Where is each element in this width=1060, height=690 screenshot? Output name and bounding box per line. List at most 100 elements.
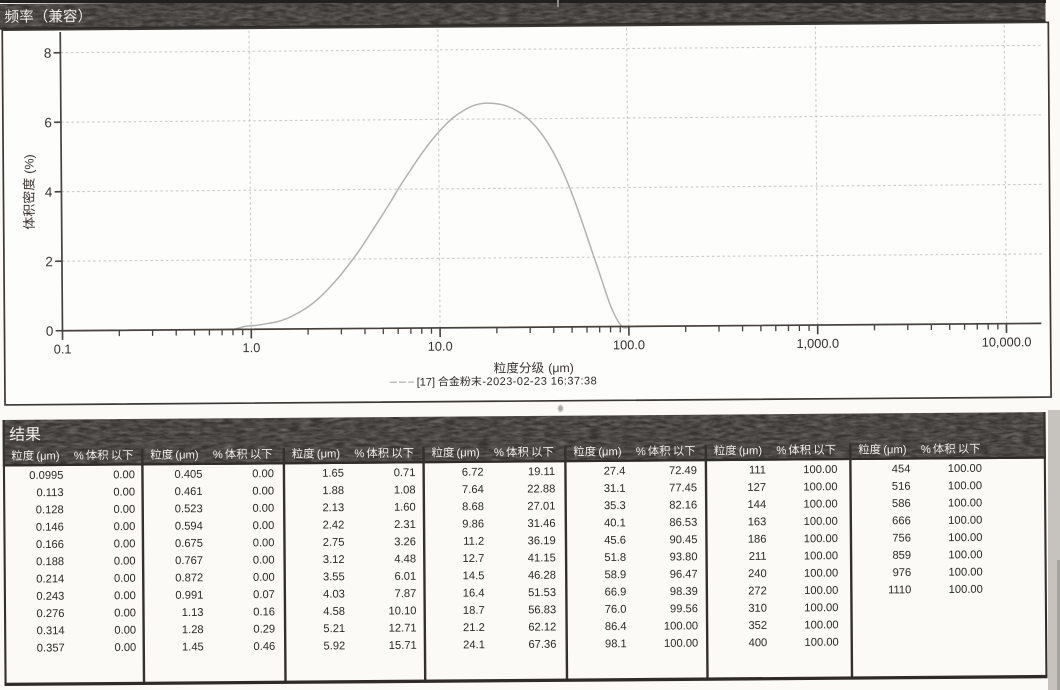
svg-text:0.314: 0.314 <box>37 625 65 637</box>
svg-text:(%): (%) <box>22 154 36 174</box>
svg-text:56.83: 56.83 <box>528 604 556 616</box>
svg-text:0.16: 0.16 <box>253 606 275 618</box>
svg-text:211: 211 <box>749 551 767 563</box>
svg-text:-2023-02-23 16:37:38: -2023-02-23 16:37:38 <box>482 375 597 388</box>
svg-text:(μm): (μm) <box>175 449 199 461</box>
svg-text:1.13: 1.13 <box>182 607 204 619</box>
svg-text:0.523: 0.523 <box>175 503 203 515</box>
svg-text:0.00: 0.00 <box>253 537 275 549</box>
svg-text:310: 310 <box>748 603 767 615</box>
svg-text:10,000.0: 10,000.0 <box>982 334 1032 349</box>
svg-text:1.28: 1.28 <box>182 624 204 636</box>
svg-text:9.86: 9.86 <box>462 518 484 530</box>
svg-text:976: 976 <box>893 567 912 579</box>
svg-text:0.71: 0.71 <box>394 467 416 479</box>
svg-text:0.1: 0.1 <box>54 341 72 356</box>
svg-text:18.7: 18.7 <box>463 605 485 617</box>
svg-text:86.53: 86.53 <box>669 517 697 529</box>
svg-text:352: 352 <box>748 620 767 632</box>
svg-text:0.166: 0.166 <box>36 539 64 551</box>
svg-text:1.65: 1.65 <box>322 468 344 480</box>
svg-text:0.243: 0.243 <box>36 591 64 603</box>
svg-text:100.00: 100.00 <box>948 463 982 475</box>
svg-text:%: % <box>213 449 223 461</box>
svg-text:24.1: 24.1 <box>463 639 485 651</box>
svg-text:0.00: 0.00 <box>114 607 136 619</box>
svg-text:0.991: 0.991 <box>175 590 203 602</box>
svg-text:2.75: 2.75 <box>323 537 345 549</box>
svg-text:100.00: 100.00 <box>803 498 837 510</box>
svg-text:1.88: 1.88 <box>322 485 344 497</box>
svg-text:516: 516 <box>892 481 911 493</box>
svg-text:%: % <box>494 447 504 459</box>
svg-text:400: 400 <box>749 637 768 649</box>
svg-text:45.6: 45.6 <box>604 535 626 547</box>
svg-text:0.461: 0.461 <box>175 486 203 498</box>
svg-text:163: 163 <box>748 516 767 528</box>
svg-text:67.36: 67.36 <box>528 639 556 651</box>
svg-text:0.675: 0.675 <box>175 538 203 550</box>
svg-text:77.45: 77.45 <box>669 482 697 494</box>
svg-text:8: 8 <box>44 46 52 61</box>
svg-text:1.45: 1.45 <box>182 641 204 653</box>
svg-text:127: 127 <box>747 482 766 494</box>
svg-text:0.276: 0.276 <box>36 608 64 620</box>
svg-text:100.00: 100.00 <box>804 637 838 649</box>
svg-text:[17]: [17] <box>417 377 435 389</box>
svg-text:100.00: 100.00 <box>948 566 982 578</box>
svg-text:100.00: 100.00 <box>948 532 982 544</box>
svg-text:0.46: 0.46 <box>253 641 275 653</box>
svg-text:756: 756 <box>892 532 911 544</box>
svg-text:2.31: 2.31 <box>394 519 416 531</box>
svg-text:21.2: 21.2 <box>463 622 485 634</box>
svg-text:(μm): (μm) <box>598 446 622 458</box>
svg-text:100.00: 100.00 <box>948 515 982 527</box>
svg-text:72.49: 72.49 <box>669 465 697 477</box>
svg-text:40.1: 40.1 <box>604 517 626 529</box>
svg-text:3.12: 3.12 <box>323 554 345 566</box>
svg-text:100.00: 100.00 <box>804 550 838 562</box>
svg-text:36.19: 36.19 <box>528 535 556 547</box>
svg-text:(μm): (μm) <box>36 450 60 462</box>
svg-text:100.00: 100.00 <box>948 480 982 492</box>
svg-text:1.08: 1.08 <box>394 484 416 496</box>
svg-text:144: 144 <box>747 499 766 511</box>
svg-text:%: % <box>636 446 646 458</box>
svg-text:99.56: 99.56 <box>670 603 698 615</box>
svg-text:12.71: 12.71 <box>389 622 417 634</box>
svg-text:1110: 1110 <box>888 584 911 596</box>
svg-text:4.03: 4.03 <box>323 588 345 600</box>
svg-text:100.00: 100.00 <box>804 619 838 631</box>
svg-text:0.405: 0.405 <box>174 469 202 481</box>
svg-text:98.39: 98.39 <box>670 586 698 598</box>
svg-text:0.00: 0.00 <box>253 520 275 532</box>
svg-text:%: % <box>354 448 364 460</box>
svg-text:186: 186 <box>748 534 767 546</box>
svg-text:58.9: 58.9 <box>604 569 626 581</box>
svg-text:0.0995: 0.0995 <box>29 470 63 482</box>
svg-text:35.3: 35.3 <box>604 500 626 512</box>
svg-text:100.00: 100.00 <box>664 638 698 650</box>
svg-text:(μm): (μm) <box>317 448 341 460</box>
svg-text:0.214: 0.214 <box>36 573 64 585</box>
svg-text:%: % <box>776 445 786 457</box>
svg-text:666: 666 <box>892 515 911 527</box>
svg-text:100.0: 100.0 <box>613 337 645 352</box>
svg-text:51.8: 51.8 <box>604 552 626 564</box>
svg-text:10.10: 10.10 <box>388 605 416 617</box>
svg-text:14.5: 14.5 <box>463 570 485 582</box>
svg-text:100.00: 100.00 <box>948 549 982 561</box>
svg-text:0.00: 0.00 <box>253 554 275 566</box>
svg-text:0.594: 0.594 <box>175 520 203 532</box>
svg-text:5.92: 5.92 <box>323 640 345 652</box>
svg-text:4.48: 4.48 <box>394 553 416 565</box>
svg-text:(μm): (μm) <box>739 445 763 457</box>
svg-text:4.58: 4.58 <box>323 606 345 618</box>
svg-text:(μm): (μm) <box>456 447 480 459</box>
svg-text:31.46: 31.46 <box>527 518 555 530</box>
svg-text:0.00: 0.00 <box>114 521 136 533</box>
svg-text:1.60: 1.60 <box>394 502 416 514</box>
svg-text:27.4: 27.4 <box>604 465 626 477</box>
svg-text:0.07: 0.07 <box>253 589 275 601</box>
svg-text:16.4: 16.4 <box>463 587 485 599</box>
